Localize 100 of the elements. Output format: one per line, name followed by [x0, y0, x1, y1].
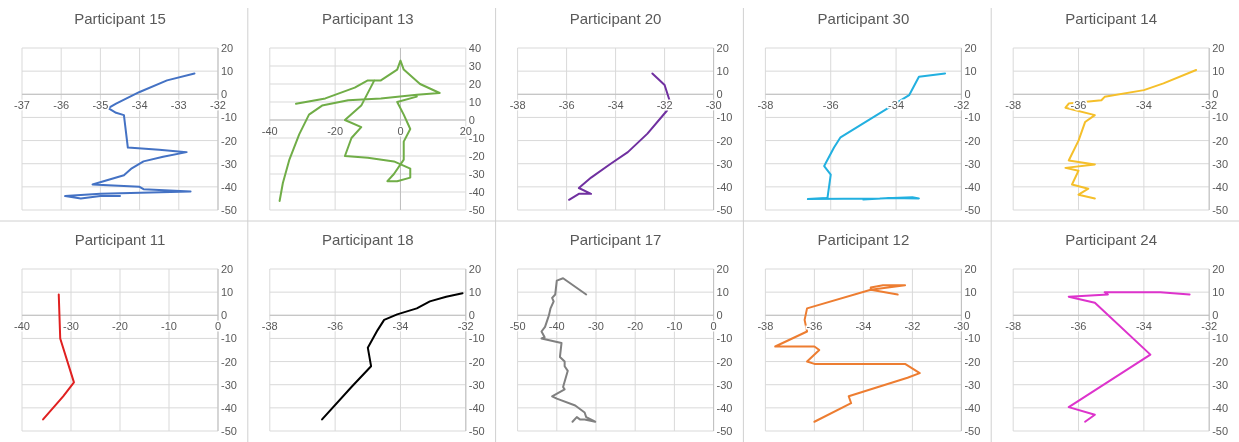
x-tick-label: -35: [92, 99, 109, 112]
y-tick-label: -30: [964, 157, 981, 170]
x-tick-label: -38: [509, 99, 526, 112]
y-tick-label: 10: [716, 65, 729, 78]
y-tick-label: 10: [221, 286, 234, 299]
x-tick-label: -40: [261, 125, 278, 137]
x-tick-label: -34: [607, 99, 624, 112]
line-series: [1067, 291, 1191, 423]
y-tick-label: 20: [468, 78, 482, 90]
y-tick-label: 0: [964, 309, 971, 322]
chart-title: Participant 12: [817, 231, 910, 248]
y-tick-label: -40: [468, 186, 485, 198]
x-tick-label: -50: [509, 320, 526, 333]
y-tick-label: 0: [716, 88, 723, 101]
y-tick-label: -50: [716, 425, 733, 437]
y-tick-label: 20: [716, 263, 729, 275]
x-tick-label: -34: [1135, 99, 1152, 112]
y-tick-label: 0: [964, 88, 971, 101]
y-tick-label: -30: [468, 168, 485, 180]
y-tick-label: 10: [468, 96, 482, 108]
x-tick-label: -32: [1201, 320, 1218, 333]
y-tick-label: 10: [1212, 65, 1225, 78]
y-tick-label: -10: [221, 111, 237, 124]
x-tick-label: -34: [392, 320, 409, 333]
chart-title: Participant 18: [321, 231, 414, 248]
y-tick-label: -40: [221, 180, 237, 193]
y-tick-label: 0: [716, 309, 723, 322]
y-tick-label: -20: [716, 355, 733, 368]
x-tick-label: 0: [397, 125, 404, 137]
y-tick-label: 0: [468, 309, 475, 322]
y-tick-label: -40: [468, 401, 485, 414]
y-tick-label: -50: [964, 425, 981, 437]
y-tick-label: 30: [468, 60, 482, 72]
x-tick-label: -30: [588, 320, 604, 333]
y-tick-label: -50: [468, 425, 485, 437]
y-tick-label: -40: [716, 180, 733, 193]
y-tick-label: 10: [964, 286, 977, 299]
line-series: [774, 284, 921, 423]
x-tick-label: -36: [1070, 320, 1087, 333]
y-tick-label: -20: [221, 355, 237, 368]
chart-title: Participant 13: [321, 10, 414, 27]
y-tick-label: 40: [468, 42, 482, 54]
x-tick-label: -34: [131, 99, 148, 112]
x-tick-label: -20: [627, 320, 644, 333]
y-tick-label: 0: [1212, 309, 1219, 322]
x-tick-label: -38: [1005, 320, 1022, 333]
y-tick-label: -40: [1212, 401, 1229, 414]
x-tick-label: -36: [806, 320, 823, 333]
y-tick-label: 10: [716, 286, 729, 299]
y-tick-label: -30: [1212, 378, 1229, 391]
y-tick-label: 20: [964, 263, 977, 275]
y-tick-label: -10: [221, 332, 237, 345]
y-tick-label: 20: [964, 42, 977, 54]
y-tick-label: -50: [468, 204, 485, 216]
y-tick-label: -20: [1212, 355, 1229, 368]
x-tick-label: -36: [53, 99, 70, 112]
y-tick-label: 20: [1212, 42, 1225, 54]
x-tick-label: -37: [14, 99, 30, 112]
y-tick-label: -10: [716, 111, 733, 124]
x-tick-label: -38: [261, 320, 278, 333]
y-tick-label: -50: [221, 204, 237, 216]
chart-title: Participant 14: [1065, 10, 1158, 27]
y-tick-label: -30: [1212, 157, 1229, 170]
y-tick-label: -30: [221, 378, 237, 391]
y-tick-label: 20: [716, 42, 729, 54]
x-tick-label: -36: [327, 320, 344, 333]
chart-title: Participant 20: [569, 10, 662, 27]
y-tick-label: -50: [1212, 204, 1229, 216]
x-tick-label: -30: [63, 320, 79, 333]
y-tick-label: 20: [221, 263, 234, 275]
y-tick-label: -10: [716, 332, 733, 345]
y-tick-label: -10: [964, 332, 981, 345]
y-tick-label: 0: [468, 114, 475, 126]
x-tick-label: -32: [457, 320, 474, 333]
chart-title: Participant 30: [817, 10, 910, 27]
y-tick-label: -20: [468, 355, 485, 368]
x-tick-label: -10: [161, 320, 177, 333]
y-tick-label: 20: [221, 42, 234, 54]
x-tick-label: -36: [558, 99, 575, 112]
chart-title: Participant 24: [1065, 231, 1158, 248]
y-tick-label: 20: [1212, 263, 1225, 275]
y-tick-label: -20: [716, 134, 733, 147]
x-tick-label: -40: [548, 320, 565, 333]
y-tick-label: -30: [964, 378, 981, 391]
x-tick-label: -32: [904, 320, 921, 333]
x-tick-label: -32: [953, 99, 970, 112]
y-tick-label: 0: [1212, 88, 1219, 101]
y-tick-label: -20: [1212, 134, 1229, 147]
y-tick-label: -30: [716, 378, 733, 391]
x-tick-label: -32: [210, 99, 226, 112]
y-tick-label: -10: [964, 111, 981, 124]
y-tick-label: -50: [221, 425, 237, 437]
y-tick-label: -10: [1212, 111, 1229, 124]
y-tick-label: -20: [964, 355, 981, 368]
x-tick-label: -33: [170, 99, 187, 112]
x-tick-label: -34: [1135, 320, 1152, 333]
x-tick-label: -38: [757, 99, 774, 112]
y-tick-label: -40: [1212, 180, 1229, 193]
y-tick-label: -30: [716, 157, 733, 170]
line-series: [806, 72, 947, 201]
